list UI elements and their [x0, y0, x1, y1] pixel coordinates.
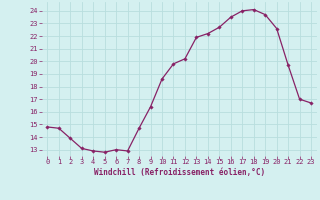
X-axis label: Windchill (Refroidissement éolien,°C): Windchill (Refroidissement éolien,°C) — [94, 168, 265, 177]
